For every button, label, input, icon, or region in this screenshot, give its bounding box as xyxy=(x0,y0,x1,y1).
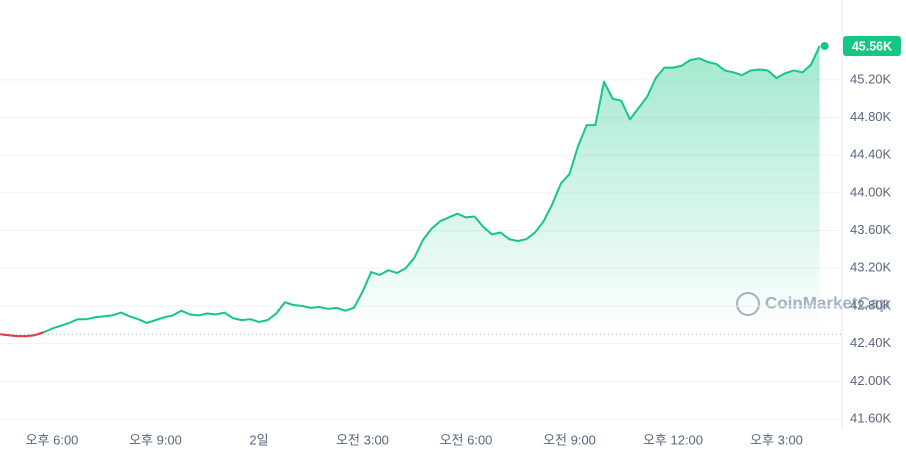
x-tick-label: 오전 3:00 xyxy=(336,432,389,447)
x-tick-label: 오후 12:00 xyxy=(643,432,703,447)
x-tick-label: 오후 9:00 xyxy=(129,432,182,447)
y-tick-label: 42.40K xyxy=(850,335,892,350)
x-tick-label: 오후 6:00 xyxy=(26,432,79,447)
x-tick-label: 오후 3:00 xyxy=(750,432,803,447)
price-tag xyxy=(843,35,901,56)
y-tick-label: 44.80K xyxy=(850,109,892,124)
x-tick-label: 2일 xyxy=(249,432,268,447)
price-tag-label: 45.56K xyxy=(852,39,892,53)
y-tick-label: 42.80K xyxy=(850,297,892,312)
y-tick-label: 45.20K xyxy=(850,71,892,86)
x-tick-label: 오전 9:00 xyxy=(543,432,596,447)
y-tick-label: 43.60K xyxy=(850,222,892,237)
last-point xyxy=(820,41,829,50)
down-segment xyxy=(26,334,35,338)
y-tick-label: 41.60K xyxy=(850,410,892,425)
y-tick-label: 44.00K xyxy=(850,184,892,199)
down-segment xyxy=(34,331,44,337)
x-tick-label: 오전 6:00 xyxy=(440,432,493,447)
price-line xyxy=(0,45,821,338)
y-tick-label: 44.40K xyxy=(850,147,892,162)
down-segment xyxy=(0,333,9,337)
y-tick-label: 42.00K xyxy=(850,373,892,388)
y-tick-label: 43.20K xyxy=(850,260,892,275)
down-segment xyxy=(8,334,18,338)
area xyxy=(0,45,820,429)
